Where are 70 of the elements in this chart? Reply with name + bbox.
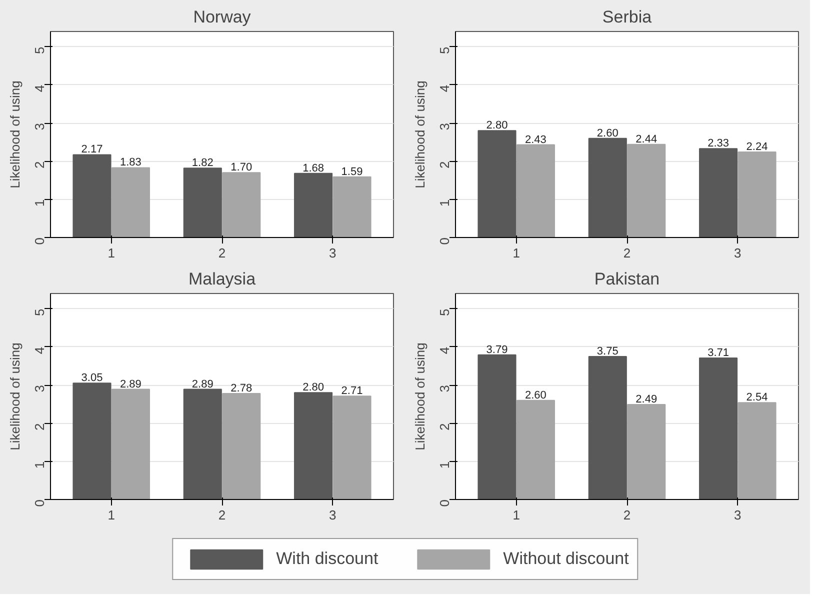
y-tick-label: 1 bbox=[437, 199, 452, 207]
y-tick-label: 2 bbox=[32, 161, 47, 168]
data-label: 2.80 bbox=[486, 120, 508, 132]
x-tick-label: 3 bbox=[329, 246, 336, 260]
data-label: 2.80 bbox=[302, 382, 324, 394]
data-label: 2.71 bbox=[341, 385, 363, 398]
data-label: 3.79 bbox=[486, 344, 508, 356]
y-tick-label: 0 bbox=[437, 237, 452, 245]
chart-title: Serbia bbox=[602, 8, 652, 26]
chart-title: Malaysia bbox=[188, 270, 256, 288]
data-label: 2.89 bbox=[192, 378, 214, 390]
y-tick-label: 5 bbox=[32, 46, 47, 54]
data-label: 2.49 bbox=[636, 394, 658, 406]
data-label: 2.17 bbox=[81, 144, 103, 156]
data-label: 2.24 bbox=[746, 141, 768, 154]
x-tick-label: 2 bbox=[623, 508, 631, 522]
y-tick-label: 4 bbox=[437, 346, 452, 354]
data-label: 2.78 bbox=[230, 382, 252, 394]
data-label: 2.89 bbox=[120, 378, 142, 390]
data-label: 2.33 bbox=[708, 138, 729, 150]
y-axis-title: Likelihood of using bbox=[8, 80, 22, 188]
y-tick-label: 5 bbox=[437, 46, 452, 54]
y-tick-label: 4 bbox=[437, 84, 452, 92]
data-label: 2.43 bbox=[525, 134, 546, 146]
legend-label: Without discount bbox=[503, 549, 629, 569]
y-tick-label: 1 bbox=[32, 199, 47, 207]
x-tick-label: 2 bbox=[218, 246, 226, 260]
chart-title: Norway bbox=[193, 8, 252, 26]
y-tick-label: 1 bbox=[32, 461, 47, 469]
y-tick-label: 3 bbox=[32, 385, 47, 392]
y-tick-label: 0 bbox=[32, 499, 47, 507]
x-tick-label: 3 bbox=[734, 508, 742, 522]
data-label: 1.59 bbox=[341, 166, 363, 178]
y-axis-title: Likelihood of using bbox=[412, 342, 428, 450]
y-tick-label: 0 bbox=[32, 237, 47, 245]
y-tick-label: 3 bbox=[437, 123, 452, 130]
y-tick-label: 3 bbox=[32, 123, 47, 130]
x-tick-label: 1 bbox=[108, 508, 115, 522]
legend-label: With discount bbox=[276, 549, 378, 569]
y-axis-title: Likelihood of using bbox=[412, 80, 428, 188]
chart-title: Pakistan bbox=[594, 270, 660, 288]
data-label: 3.71 bbox=[708, 346, 729, 359]
data-label: 2.60 bbox=[525, 389, 546, 402]
x-tick-label: 1 bbox=[512, 246, 520, 260]
y-tick-label: 2 bbox=[437, 161, 452, 168]
y-tick-label: 2 bbox=[32, 423, 47, 430]
y-tick-label: 5 bbox=[437, 308, 452, 316]
x-tick-label: 1 bbox=[512, 508, 520, 522]
data-label: 1.83 bbox=[120, 156, 142, 169]
data-label: 2.54 bbox=[746, 392, 768, 404]
y-tick-label: 4 bbox=[32, 346, 47, 354]
x-tick-label: 2 bbox=[218, 508, 226, 522]
y-tick-label: 2 bbox=[437, 423, 452, 430]
x-tick-label: 1 bbox=[108, 246, 115, 260]
data-label: 1.68 bbox=[302, 162, 324, 174]
y-tick-label: 4 bbox=[32, 84, 47, 92]
y-tick-label: 1 bbox=[437, 461, 452, 469]
data-label: 3.05 bbox=[81, 372, 103, 384]
y-tick-label: 5 bbox=[32, 308, 47, 316]
x-tick-label: 3 bbox=[734, 246, 742, 260]
data-label: 3.75 bbox=[596, 345, 618, 358]
x-tick-label: 2 bbox=[623, 246, 631, 260]
data-label: 2.60 bbox=[596, 127, 618, 140]
y-tick-label: 3 bbox=[437, 385, 452, 392]
x-tick-label: 3 bbox=[329, 508, 336, 522]
data-label: 1.82 bbox=[192, 157, 214, 170]
data-label: 2.44 bbox=[636, 133, 658, 146]
data-label: 1.70 bbox=[230, 162, 252, 174]
y-axis-title: Likelihood of using bbox=[8, 342, 22, 450]
y-tick-label: 0 bbox=[437, 499, 452, 507]
